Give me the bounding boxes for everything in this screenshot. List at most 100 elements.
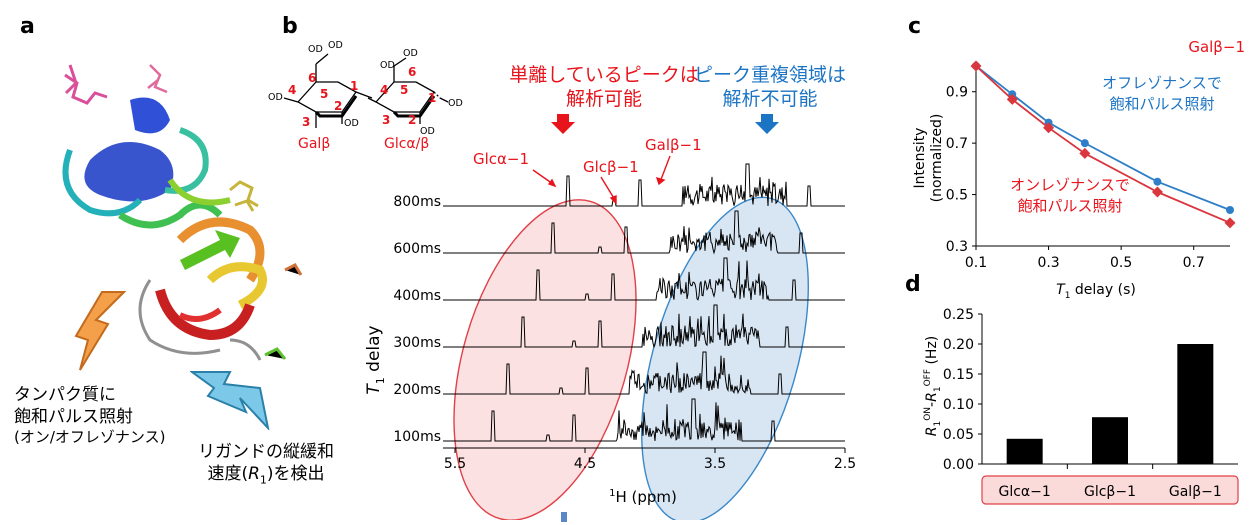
chart-c-y-tick-label: 0.7 [946,136,968,152]
panel-a-label: a [20,14,35,39]
annotation-resolved: 単離しているピークは 解析可能 [504,64,704,112]
series-on-point [1079,147,1091,159]
chart-d-y-tick-label: 0.15 [943,367,974,383]
annotation-overlap: ピーク重複領域は 解析不可能 [685,64,855,112]
od-label-3: OD [268,92,283,103]
irradiation-caption-line1: タンパク質に [14,385,116,405]
orange-lightning-icon [74,291,127,371]
gal-ring-number-3: 3 [302,115,310,129]
delay-label: 600ms [393,241,441,257]
od-label-1: OD [308,44,323,55]
glc-ring-number-5: 5 [400,83,408,97]
spectra-x-tick-label: 3.5 [704,456,726,472]
od-label-2: OD [328,40,343,51]
panel-c-label: c [908,14,922,39]
glc-ring-number-4: 4 [380,83,388,97]
chart-c-x-tick-label: 0.5 [1110,255,1132,271]
series-on-point [1224,217,1236,229]
series-on-point [1043,122,1055,134]
spectrum-trace [443,210,845,255]
irradiation-caption-line2: 飽和パルス照射 [14,407,133,428]
delay-label: 800ms [393,194,441,210]
bar-3 [1177,344,1214,464]
annotation-resolved-line1: 単離しているピークは [509,64,699,86]
series-on-label: オンレゾナンスで飽和パルス照射 [1010,176,1130,215]
category-label: Glcα−1 [999,484,1051,500]
series-off-point [1226,206,1234,214]
chart-c-x-tick-label: 0.1 [965,255,987,271]
chart-c-y-label: Intensity(normalized) [912,114,945,203]
irradiation-caption: タンパク質に 飽和パルス照射 (オン/オフレゾナンス) [14,384,214,448]
spectrum-trace [443,398,845,442]
chart-c-x-label: T1 delay (s) [1056,282,1136,300]
spectra-y-axis-label: T1 delay [364,325,387,394]
spectrum-trace [443,257,845,301]
protein-structure-illustration [62,64,303,361]
od-label-6: OD [403,48,418,59]
panel-d-label: d [905,272,921,297]
od-label-4: OD [344,118,359,129]
series-on-point [1151,186,1163,198]
bar-1 [1006,438,1043,464]
delay-label: 200ms [393,382,441,398]
irradiation-caption-line3: (オン/オフレゾナンス) [14,428,166,447]
chart-c-title: Galβ−1 [1188,38,1245,56]
gal-label: Galβ [298,136,330,152]
spectrum-trace [443,351,845,395]
red-down-arrow-icon [551,114,575,134]
glc-ring-number-3: 3 [382,113,390,127]
spectra-x-tick-label: 4.5 [574,456,596,472]
series-off-point [1153,177,1162,186]
series-off-label: オフレゾナンスで飽和パルス照射 [1102,74,1222,113]
series-on-point [1006,93,1018,105]
series-on-point [970,60,982,72]
category-label: Galβ−1 [1169,484,1222,500]
detection-caption-line2: 速度(R1)を検出 [166,463,366,488]
small-blue-marker [561,512,567,522]
series-off-point [1080,139,1089,148]
resolved-region-ellipse [453,199,637,520]
chart-c-y-tick-label: 0.9 [946,85,968,101]
annotation-overlap-line1: ピーク重複領域は [693,64,846,86]
detection-caption: リガンドの縦緩和 速度(R1)を検出 [166,441,366,488]
relaxation-rate-bar-chart: R1ON-R1OFF (Hz) 0.00 0.05 0.10 0.15 0.20 0.25… [923,307,1239,505]
gal-ring-number-5: 5 [320,87,328,101]
spectra-x-tick-label: 5.5 [444,456,466,472]
glc-ring-number-2: 2 [408,113,416,127]
annotation-overlap-line2: 解析不可能 [722,87,818,110]
peak-label-glca1: Glcα−1 [473,150,529,168]
t1-decay-chart: Galβ−1 Intensity(normalized) 0.3 0.5 0.7 0.… [912,38,1245,300]
spectra-x-axis-label: 1H (ppm) [609,488,677,506]
detection-caption-prefix: 速度( [207,464,249,485]
series-line-off [975,65,1231,211]
spectra-x-tick-label: 2.5 [834,456,856,472]
delay-label: 300ms [393,335,441,351]
chart-d-y-tick-label: 0.10 [943,397,974,413]
spectrum-trace [443,304,845,349]
gal-ring-number-4: 4 [288,83,296,97]
gal-ring-number-1: 1 [350,79,358,93]
panel-b-label: b [282,14,298,39]
od-label-5: OD [380,60,395,71]
gal-ring-number-2: 2 [334,99,342,113]
peak-label-galb1: Galβ−1 [645,136,702,154]
delay-label: 400ms [393,288,441,304]
glc-ring-number-6: 6 [408,65,416,79]
spectrum-trace [443,163,845,207]
chart-c-y-tick-label: 0.5 [946,188,968,204]
annotation-resolved-line2: 解析可能 [565,87,642,110]
series-line-on [975,65,1231,224]
chart-c-y-tick-label: 0.3 [946,239,968,255]
blue-down-arrow-icon [755,114,779,134]
blue-lightning-icon [190,371,270,430]
disaccharide-structure: OD OD OD OD OD OD OD OD 6 4 5 3 2 1 6 5 … [268,40,463,152]
chart-d-y-tick-label: 0.25 [943,307,974,323]
gal-ring-number-6: 6 [308,71,316,85]
glc-label: Glcα/β [384,136,429,152]
chart-d-y-tick-label: 0.20 [943,337,974,353]
od-label-7: OD [420,126,435,137]
glc-ring-number-1: 1 [428,91,436,105]
od-label-8: OD [448,98,463,109]
chart-d-y-label: R1ON-R1OFF (Hz) [923,336,943,437]
category-label: Glcβ−1 [1084,484,1136,500]
